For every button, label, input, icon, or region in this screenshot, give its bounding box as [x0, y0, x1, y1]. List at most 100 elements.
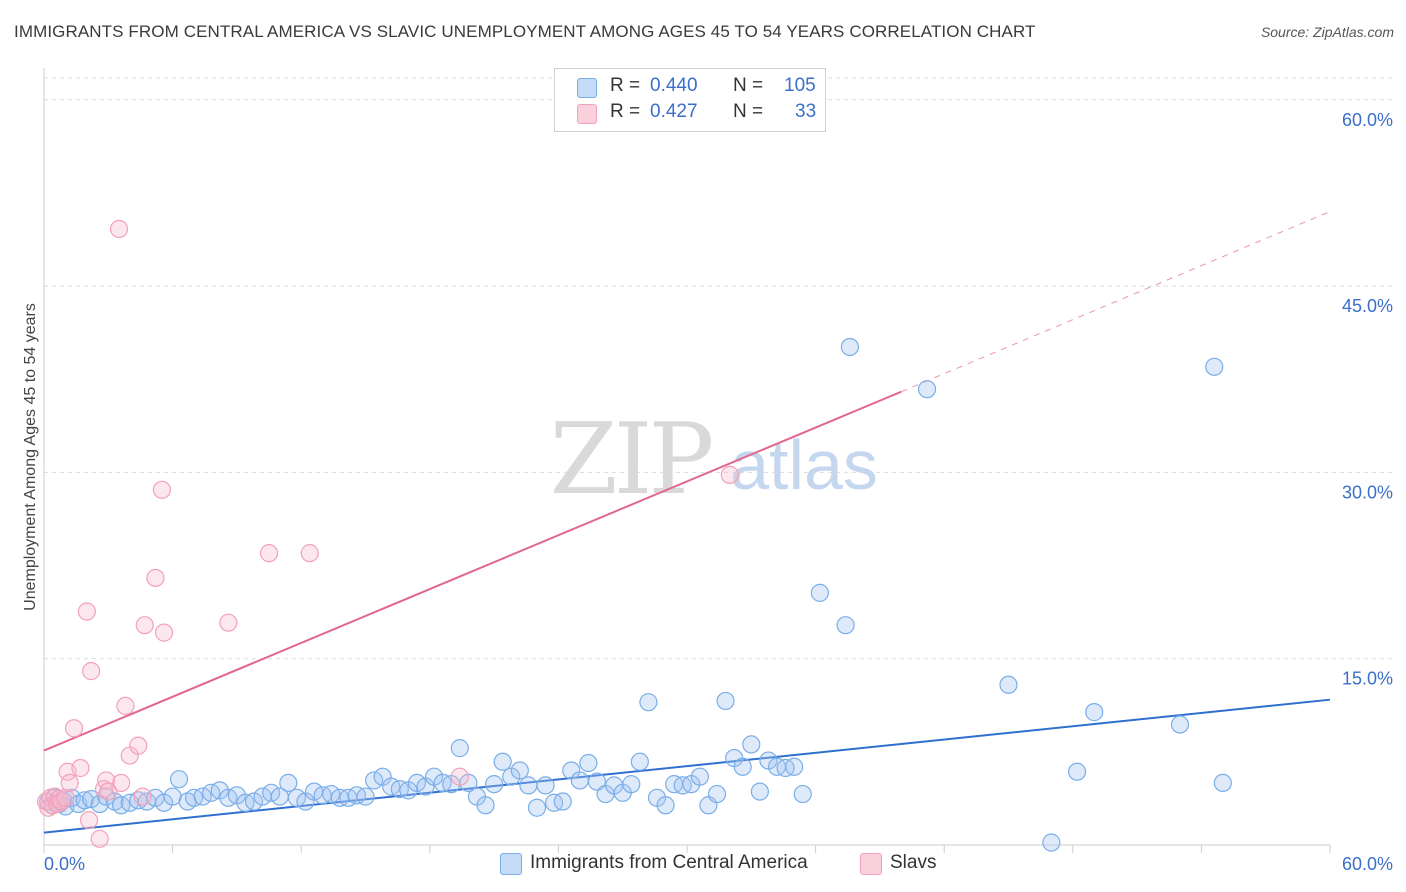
point-slavs — [129, 736, 148, 755]
point-central-america — [1085, 703, 1104, 722]
point-slavs — [152, 480, 171, 499]
point-slavs — [300, 544, 319, 563]
legend-n-value: 33 — [795, 101, 817, 122]
legend-r-label: R = — [610, 75, 641, 96]
correlation-legend: R = 0.440 N = 105 R = 0.427 N = 33 — [554, 68, 826, 132]
point-central-america — [519, 776, 538, 795]
point-central-america — [450, 739, 469, 758]
legend-r-value: 0.427 — [650, 101, 698, 122]
legend-swatch-pink — [577, 104, 597, 124]
point-slavs — [71, 758, 90, 778]
data-points — [37, 219, 1232, 852]
point-central-america — [553, 792, 572, 811]
point-central-america — [163, 787, 182, 806]
legend-n-label: N = — [733, 101, 764, 122]
point-slavs — [154, 623, 174, 642]
y-axis-label: Unemployment Among Ages 45 to 54 years — [22, 303, 39, 611]
point-slavs — [219, 613, 238, 632]
legend-r-label: R = — [610, 101, 641, 122]
point-slavs — [49, 789, 69, 809]
point-slavs — [133, 787, 152, 806]
point-central-america — [793, 784, 812, 804]
point-central-america — [836, 616, 855, 635]
watermark-zip: ZIP — [550, 403, 712, 517]
point-central-america — [510, 761, 529, 780]
legend-swatch-blue — [577, 78, 597, 98]
point-slavs — [450, 767, 469, 786]
point-slavs — [116, 696, 135, 715]
point-central-america — [279, 773, 298, 793]
trend-line-slavs-extension — [901, 211, 1331, 393]
point-central-america — [579, 753, 598, 773]
bottom-legend-label: Immigrants from Central America — [530, 852, 808, 873]
point-central-america — [356, 787, 375, 806]
point-central-america — [82, 789, 101, 809]
legend-n-value: 105 — [784, 75, 816, 96]
point-slavs — [112, 773, 131, 793]
point-central-america — [587, 772, 607, 791]
point-central-america — [716, 691, 735, 711]
point-central-america — [1213, 773, 1232, 793]
y-tick-label: 60.0% — [1342, 110, 1393, 130]
point-slavs — [146, 568, 165, 588]
point-central-america — [810, 583, 829, 602]
point-central-america — [169, 770, 189, 789]
bottom-legend-swatch-pink — [860, 853, 882, 875]
y-tick-label: 45.0% — [1342, 296, 1393, 316]
point-central-america — [917, 380, 937, 399]
point-central-america — [707, 784, 727, 804]
point-central-america — [493, 752, 512, 771]
point-central-america — [570, 771, 589, 790]
point-central-america — [733, 757, 752, 776]
point-central-america — [536, 776, 555, 795]
watermark-atlas: atlas — [730, 426, 878, 504]
point-slavs — [720, 465, 739, 484]
point-slavs — [82, 662, 101, 681]
point-central-america — [630, 752, 649, 771]
point-central-america — [485, 775, 504, 794]
point-slavs — [259, 544, 279, 563]
point-central-america — [476, 796, 495, 815]
y-tick-label: 30.0% — [1342, 482, 1393, 502]
axes — [43, 68, 1331, 853]
point-central-america — [999, 675, 1018, 694]
gridlines — [44, 77, 1392, 660]
point-central-america — [785, 757, 804, 776]
point-central-america — [75, 791, 94, 810]
point-central-america — [527, 798, 547, 817]
y-tick-label: 15.0% — [1342, 669, 1393, 689]
legend-n-label: N = — [733, 75, 764, 96]
point-slavs — [79, 811, 99, 830]
chart-title: IMMIGRANTS FROM CENTRAL AMERICA VS SLAVI… — [14, 22, 1036, 41]
trend-line-central-america — [43, 698, 1331, 834]
x-tick-label: 60.0% — [1342, 854, 1393, 874]
point-slavs — [135, 616, 154, 635]
point-central-america — [840, 337, 859, 357]
source-label: Source: ZipAtlas.com — [1260, 24, 1394, 40]
point-slavs — [64, 719, 84, 738]
point-slavs — [56, 788, 75, 807]
point-central-america — [90, 794, 109, 814]
x-tick-label: 0.0% — [44, 854, 85, 874]
trend-lines — [43, 211, 1331, 834]
point-central-america — [1042, 833, 1061, 852]
point-central-america — [1067, 762, 1087, 781]
bottom-legend-swatch-blue — [500, 853, 522, 875]
point-central-america — [750, 782, 769, 801]
point-central-america — [622, 775, 641, 794]
watermark: ZIP atlas — [550, 403, 878, 517]
bottom-legend-label: Slavs — [890, 852, 937, 873]
tick-labels: 15.0% 30.0% 45.0% 60.0% 0.0% 60.0% — [44, 110, 1393, 874]
legend-r-value: 0.440 — [650, 75, 698, 96]
point-central-america — [244, 792, 264, 811]
point-central-america — [656, 796, 675, 815]
point-slavs — [97, 771, 116, 790]
point-slavs — [77, 602, 96, 621]
trend-line-slavs — [43, 390, 902, 752]
point-slavs — [60, 773, 79, 793]
point-central-america — [690, 767, 709, 786]
point-central-america — [639, 693, 658, 712]
point-central-america — [1205, 357, 1224, 376]
point-slavs — [90, 829, 109, 848]
